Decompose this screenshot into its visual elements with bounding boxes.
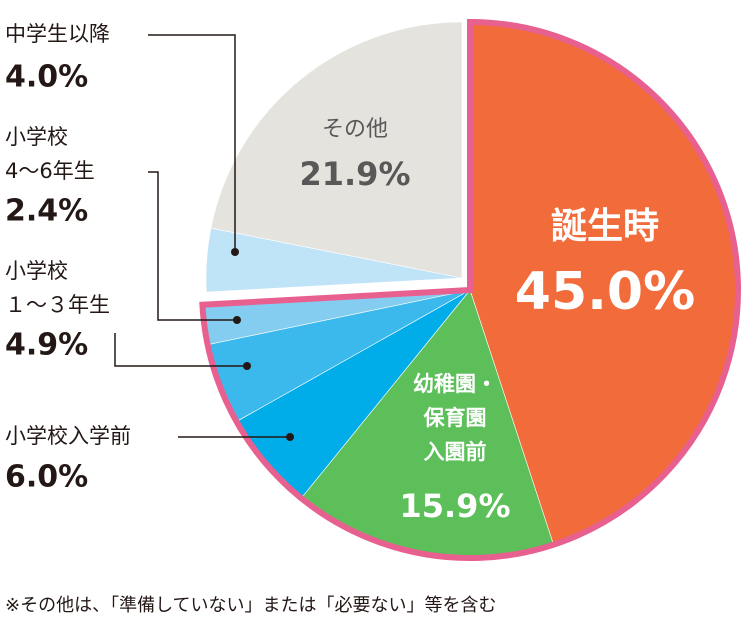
pie <box>199 18 741 561</box>
slice-label: 保育園 <box>423 406 487 430</box>
leader-dot <box>231 248 239 256</box>
slice-label: その他 <box>322 117 388 142</box>
value-label: 4.0% <box>5 60 88 95</box>
value-label: 15.9% <box>399 487 510 525</box>
pie-slice <box>210 21 463 279</box>
leader-dot <box>243 362 251 370</box>
leader-dot <box>286 433 294 441</box>
footnote: ※その他は、「準備していない」または「必要ない」等を含む <box>5 595 497 616</box>
value-label: 4.9% <box>5 328 88 363</box>
value-label: 6.0% <box>5 460 88 495</box>
slice-label: 小学校入学前 <box>5 424 131 448</box>
leader-line <box>114 333 247 367</box>
slice-label: 入園前 <box>424 440 487 464</box>
slice-label: 小学校 <box>5 125 68 149</box>
slice-label: １〜３年生 <box>5 293 110 317</box>
slice-label: 誕生時 <box>551 206 659 247</box>
value-label: 21.9% <box>299 155 410 193</box>
value-label: 45.0% <box>515 262 695 322</box>
leader-dot <box>233 316 241 324</box>
slice-label: 小学校 <box>5 259 68 283</box>
leader-line <box>148 171 237 321</box>
slice-label: 中学生以降 <box>5 22 110 46</box>
highlight-outline <box>199 18 741 561</box>
slice-label: 4〜6年生 <box>5 159 95 183</box>
slice-label: 幼稚園・ <box>413 372 497 396</box>
leader-line <box>148 34 236 252</box>
value-label: 2.4% <box>5 194 88 229</box>
